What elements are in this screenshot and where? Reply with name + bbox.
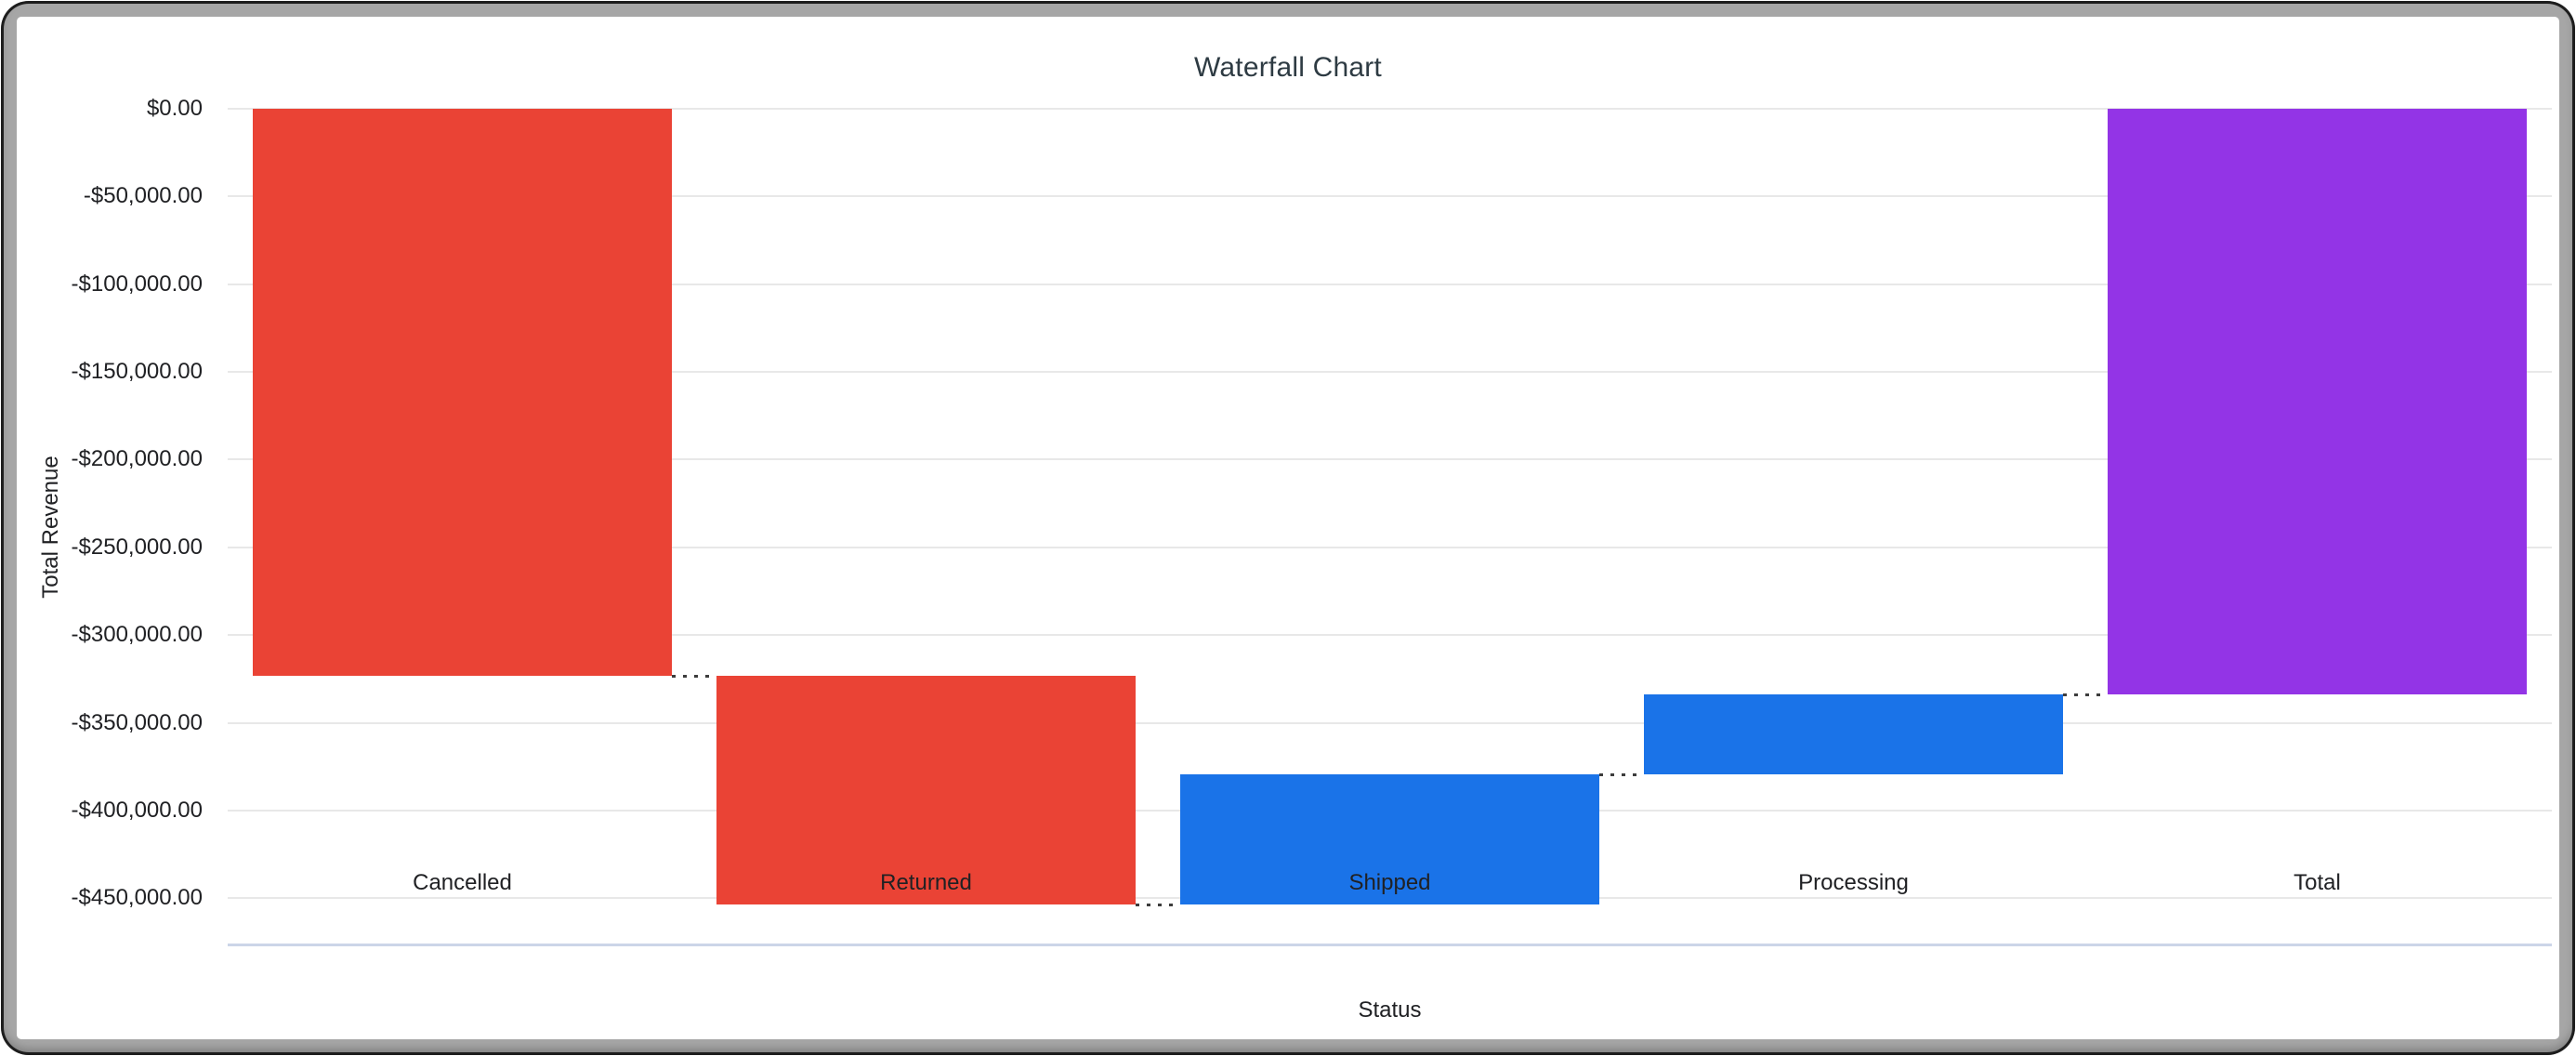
gridline--$300,000.00 xyxy=(228,634,2552,637)
x-tick-label-total: Total xyxy=(2293,870,2341,895)
waterfall-bar-returned[interactable] xyxy=(716,675,1136,904)
waterfall-bar-cancelled[interactable] xyxy=(253,109,672,676)
connector-line xyxy=(672,674,716,678)
gridline--$250,000.00 xyxy=(228,546,2552,548)
waterfall-bar-shipped[interactable] xyxy=(1180,773,1599,904)
gridline--$350,000.00 xyxy=(228,721,2552,724)
y-tick-label: -$50,000.00 xyxy=(83,183,203,209)
gridline--$200,000.00 xyxy=(228,458,2552,461)
chart-title: Waterfall Chart xyxy=(1194,52,1382,83)
x-axis-line xyxy=(228,944,2552,946)
y-tick-label: -$200,000.00 xyxy=(71,446,203,472)
y-tick-label: -$300,000.00 xyxy=(71,622,203,648)
y-tick-label: -$400,000.00 xyxy=(71,797,203,823)
y-tick-label: -$450,000.00 xyxy=(71,885,203,911)
x-axis-title: Status xyxy=(1358,997,1422,1023)
y-tick-label: -$150,000.00 xyxy=(71,359,203,385)
waterfall-bar-total[interactable] xyxy=(2108,109,2527,695)
x-tick-label-cancelled: Cancelled xyxy=(413,870,512,895)
connector-line xyxy=(1136,903,1180,906)
x-tick-label-shipped: Shipped xyxy=(1348,870,1431,895)
connector-line xyxy=(1599,772,1644,776)
x-tick-label-returned: Returned xyxy=(880,870,972,895)
y-tick-label: -$350,000.00 xyxy=(71,709,203,735)
gridline--$100,000.00 xyxy=(228,283,2552,285)
y-tick-label: $0.00 xyxy=(146,96,203,121)
chart-card: Waterfall Chart Total Revenue $0.00 -$50,… xyxy=(17,17,2559,1039)
gridline--$150,000.00 xyxy=(228,371,2552,374)
x-tick-label-processing: Processing xyxy=(1798,870,1909,895)
y-tick-label: -$100,000.00 xyxy=(71,271,203,297)
y-tick-label: -$250,000.00 xyxy=(71,534,203,560)
plot-area xyxy=(228,108,2552,946)
waterfall-bar-processing[interactable] xyxy=(1644,694,2063,774)
gridline-$0.00 xyxy=(228,108,2552,110)
gridline--$50,000.00 xyxy=(228,195,2552,198)
connector-line xyxy=(2063,693,2108,697)
